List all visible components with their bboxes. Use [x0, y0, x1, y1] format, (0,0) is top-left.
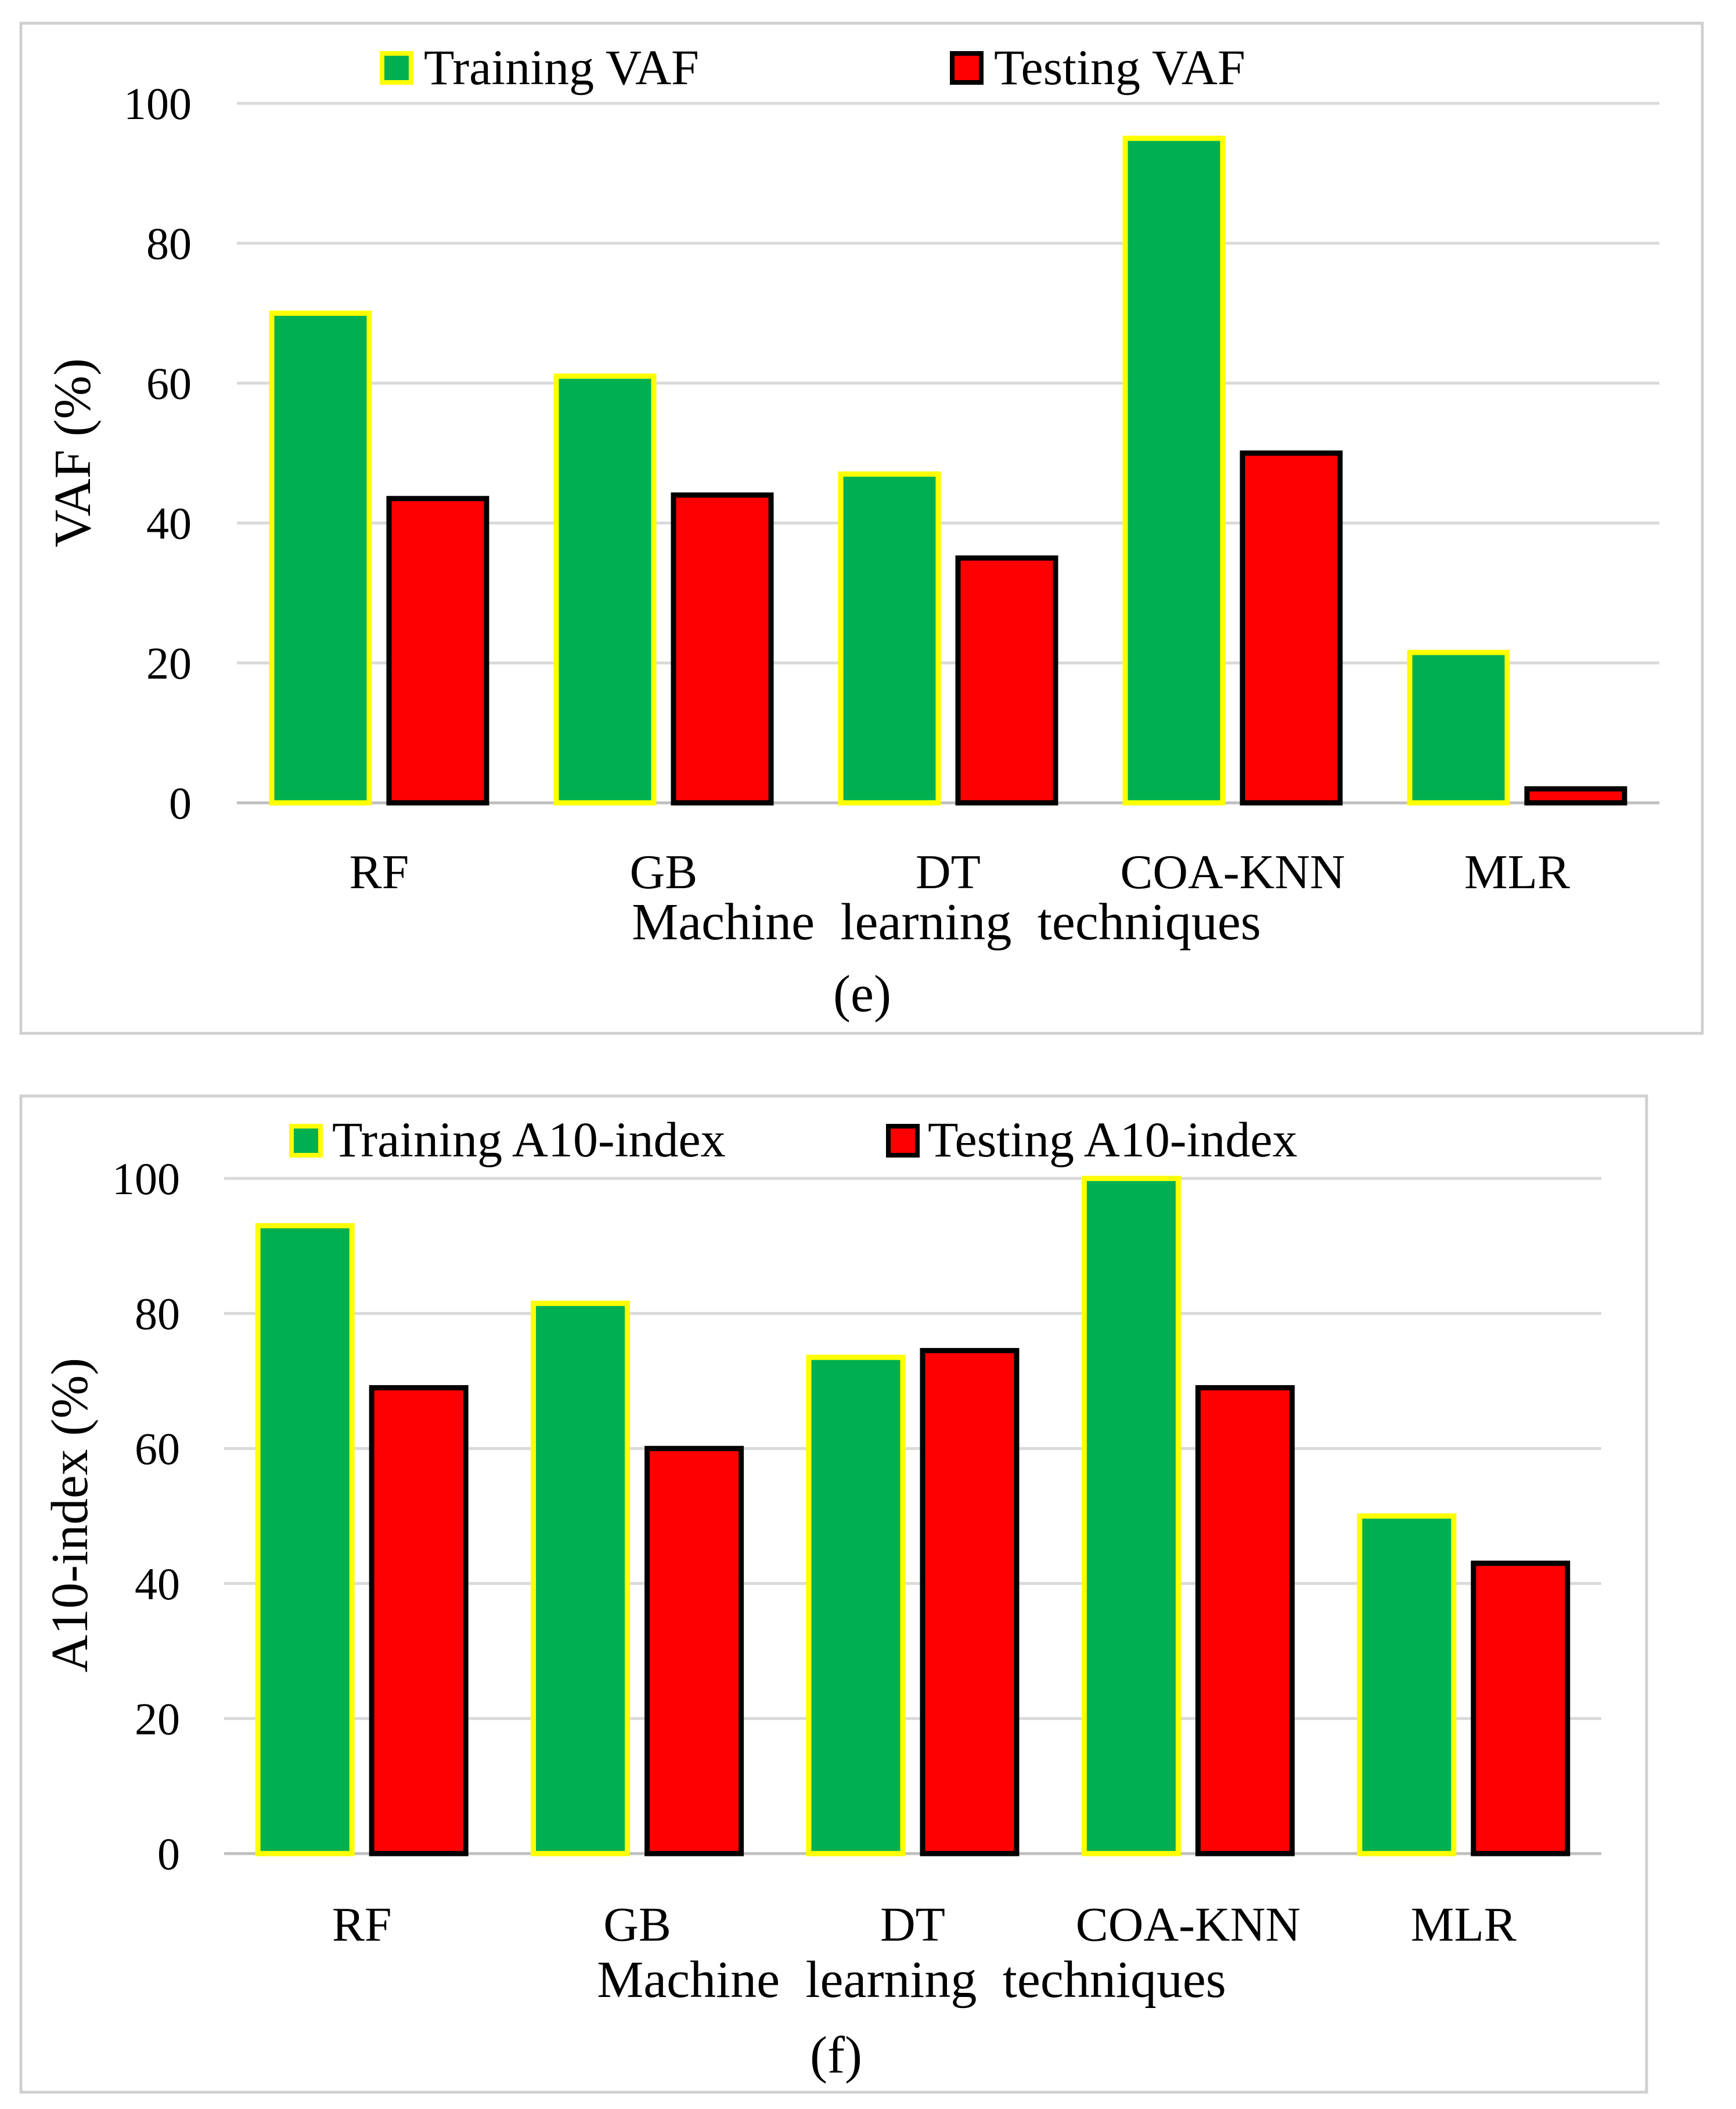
y-tick-labels: 0 20 40 60 80 100 — [112, 1153, 180, 1879]
bar-training-dt — [806, 1354, 906, 1856]
bar-testing-gb — [671, 492, 774, 806]
bar-training-mlr — [1407, 650, 1510, 806]
bar-testing-mlr — [1471, 1560, 1571, 1856]
bars — [255, 1176, 1571, 1856]
panel-label: (e) — [833, 965, 891, 1023]
bar-testing-mlr — [1524, 786, 1627, 806]
x-axis-label: Machine learning techniques — [632, 893, 1261, 951]
legend: Training A10-index Testing A10-index — [289, 1112, 1298, 1167]
x-tick-labels: RF GB DT COA-KNN MLR — [350, 845, 1570, 899]
bar-training-dt — [838, 471, 941, 806]
bar-training-gb — [553, 373, 657, 806]
y-tick-label: 40 — [146, 498, 192, 549]
y-axis-label: A10-index (%) — [41, 1358, 99, 1672]
bar-training-rf — [269, 311, 372, 806]
y-tick-label: 60 — [135, 1423, 180, 1474]
y-tick-label: 100 — [124, 78, 192, 129]
y-tick-label: 40 — [135, 1559, 180, 1609]
bar-testing-dt — [955, 555, 1058, 806]
y-tick-label: 20 — [146, 638, 192, 688]
x-tick-label: GB — [630, 845, 698, 899]
bar-training-coa-knn — [1122, 135, 1226, 806]
legend-swatch-training — [289, 1124, 323, 1158]
y-tick-label: 80 — [146, 218, 192, 269]
y-tick-label: 60 — [146, 358, 192, 409]
chart-panel-f: 0 20 40 60 80 100 RF GB DT COA-KNN MLR Training A… — [19, 1094, 1648, 2094]
legend-swatch-testing — [886, 1124, 920, 1158]
y-tick-label: 20 — [135, 1693, 180, 1744]
y-tick-label: 80 — [135, 1289, 180, 1339]
bar-training-coa-knn — [1081, 1176, 1181, 1856]
bar-training-gb — [531, 1300, 631, 1856]
panel-label: (f) — [810, 2027, 862, 2084]
bar-training-rf — [255, 1223, 355, 1856]
x-tick-label: MLR — [1411, 1898, 1517, 1952]
legend-swatch-testing — [950, 51, 984, 85]
x-axis-label: Machine learning techniques — [597, 1951, 1226, 2009]
y-tick-label: 100 — [112, 1153, 180, 1204]
x-tick-label: RF — [332, 1898, 392, 1952]
bar-testing-dt — [920, 1348, 1020, 1856]
bar-testing-gb — [644, 1445, 744, 1856]
y-tick-label: 0 — [169, 778, 192, 828]
legend-label-training: Training A10-index — [332, 1112, 726, 1167]
y-axis-label: VAF (%) — [44, 358, 102, 547]
legend-label-testing: Testing VAF — [994, 39, 1245, 95]
y-tick-labels: 0 20 40 60 80 100 — [124, 78, 192, 828]
x-tick-label: GB — [603, 1898, 671, 1952]
legend: Training VAF Testing VAF — [380, 39, 1245, 95]
x-tick-label: DT — [880, 1898, 945, 1952]
bar-testing-rf — [386, 496, 489, 806]
x-tick-label: MLR — [1464, 845, 1570, 899]
bars — [269, 135, 1627, 806]
bar-testing-rf — [369, 1385, 469, 1856]
bar-testing-coa-knn — [1195, 1385, 1295, 1856]
legend-label-testing: Testing A10-index — [928, 1112, 1298, 1167]
legend-label-training: Training VAF — [424, 39, 699, 95]
x-tick-label: COA-KNN — [1120, 845, 1345, 899]
bar-training-mlr — [1357, 1513, 1457, 1856]
legend-swatch-training — [380, 51, 413, 85]
chart-panel-e: 0 20 40 60 80 100 RF GB DT COA-KNN MLR Training V… — [19, 21, 1704, 1035]
x-tick-labels: RF GB DT COA-KNN MLR — [332, 1898, 1517, 1952]
y-tick-label: 0 — [157, 1829, 180, 1879]
x-tick-label: COA-KNN — [1076, 1898, 1301, 1952]
x-tick-label: DT — [916, 845, 981, 899]
bar-testing-coa-knn — [1240, 450, 1343, 806]
x-tick-label: RF — [350, 845, 409, 899]
